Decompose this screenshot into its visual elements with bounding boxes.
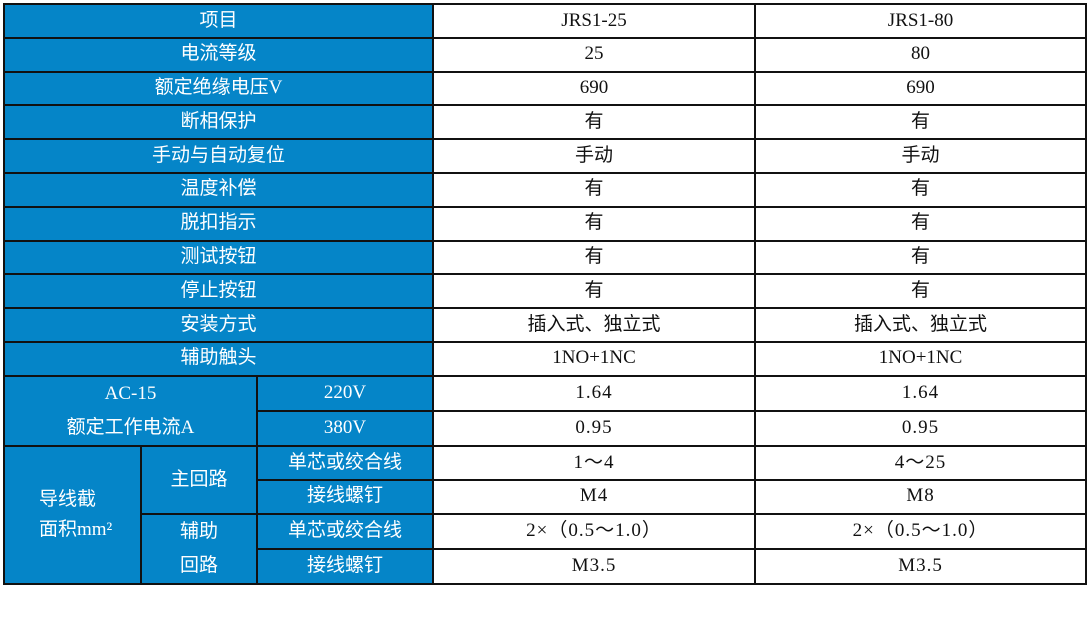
table-row: 接线螺钉 M4 M8 [4,478,1087,515]
wire-type-label: 接线螺钉 [255,547,435,586]
table-row: AC-15 额定工作电流A 220V 1.64 1.64 [3,374,1087,448]
table-row: 辅助触头 1NO+1NC 1NO+1NC [2,340,1087,377]
row-label: 辅助触头 [2,340,435,377]
cell-value: 0.95 [754,409,1087,448]
cell-value: 有 [754,273,1087,310]
spec-table: 项目 JRS1-25 JRS1-80 电流等级 25 80 额定绝缘电压V 690 690 断相保… [2,3,1087,586]
table-row: 温度补偿有有 [2,171,1087,208]
ac15-label: AC-15 额定工作电流A [3,374,258,448]
cell-value: 690 [432,70,757,107]
table-row: 项目 JRS1-25 JRS1-80 [2,3,1087,39]
header-model: JRS1-25 [432,3,757,39]
row-label: 测试按钮 [2,239,435,276]
table-row: 380V 0.95 0.95 [4,409,1087,448]
cell-value: 0.95 [432,409,757,448]
row-label: 额定绝缘电压V [2,70,435,107]
cell-value: 有 [432,205,757,242]
cell-value: M3.5 [432,547,757,586]
cell-value: 有 [754,171,1087,208]
table-row: 安装方式 插入式、独立式 插入式、独立式 [2,307,1087,343]
cell-value: 25 [432,36,757,73]
wire-label-line: 导线截 [39,488,97,510]
cell-value: 有 [432,239,757,276]
cell-value: 690 [754,70,1087,107]
table-row: 停止按钮有有 [2,273,1087,310]
cell-value: 2×（0.5～1.0） [432,512,757,550]
main-circuit-label: 主回路 [140,445,258,515]
table-row: 接线螺钉 M3.5 M3.5 [4,547,1087,586]
header-model: JRS1-80 [754,3,1087,39]
cell-value: M8 [754,478,1087,515]
row-label: 安装方式 [2,307,435,343]
ac15-label-line: AC-15 [104,382,157,404]
table-row: 断相保护有有 [2,104,1087,141]
wire-type-label: 单芯或绞合线 [255,512,435,550]
cell-value: 1NO+1NC [432,340,757,377]
cell-value: 2×（0.5～1.0） [754,512,1087,550]
cell-value: 1～4 [432,445,757,481]
cell-value: 有 [432,171,757,208]
voltage-label: 220V [255,374,435,412]
row-label: 停止按钮 [2,273,435,310]
cell-value: 插入式、独立式 [754,307,1087,343]
cell-value: 1.64 [754,374,1087,412]
table-row: 手动与自动复位 手动 手动 [2,138,1087,174]
table-row: 额定绝缘电压V 690 690 [2,70,1087,107]
table-row: 脱扣指示有有 [2,205,1087,242]
wire-type-label: 单芯或绞合线 [255,445,435,481]
row-label: 脱扣指示 [2,205,435,242]
cell-value: 有 [754,104,1087,141]
wire-type-label: 接线螺钉 [255,478,435,515]
row-label: 温度补偿 [2,171,435,208]
aux-circuit-label: 辅助 回路 [140,512,258,586]
cell-value: 80 [754,36,1087,73]
row-label: 电流等级 [2,36,435,73]
header-item: 项目 [2,3,435,39]
table-row: 电流等级 25 80 [2,36,1087,73]
cell-value: 1.64 [432,374,757,412]
cell-value: M3.5 [754,547,1087,586]
table-row: 导线截 面积mm² 主回路 单芯或绞合线 1～4 4～25 [3,445,1087,586]
cell-value: 4～25 [754,445,1087,481]
cell-value: M4 [432,478,757,515]
cell-value: 插入式、独立式 [432,307,757,343]
row-label: 断相保护 [2,104,435,141]
wire-label-line: 面积mm² [39,519,113,541]
aux-circuit-label-line: 回路 [179,554,218,576]
cell-value: 手动 [754,138,1087,174]
table-row: 测试按钮有有 [2,239,1087,276]
row-label: 手动与自动复位 [2,138,435,174]
cell-value: 手动 [432,138,757,174]
cell-value: 有 [754,239,1087,276]
wire-label: 导线截面积mm² [3,445,142,586]
ac15-label-line: 额定工作电流A [66,416,195,438]
cell-value: 有 [432,273,757,310]
aux-circuit-label-line: 辅助 [179,520,218,542]
cell-value: 有 [754,205,1087,242]
cell-value: 有 [432,104,757,141]
voltage-label: 380V [255,409,435,448]
table-row: 辅助 回路 单芯或绞合线 2×（0.5～1.0） 2×（0.5～1.0） [4,512,1087,586]
cell-value: 1NO+1NC [754,340,1087,377]
